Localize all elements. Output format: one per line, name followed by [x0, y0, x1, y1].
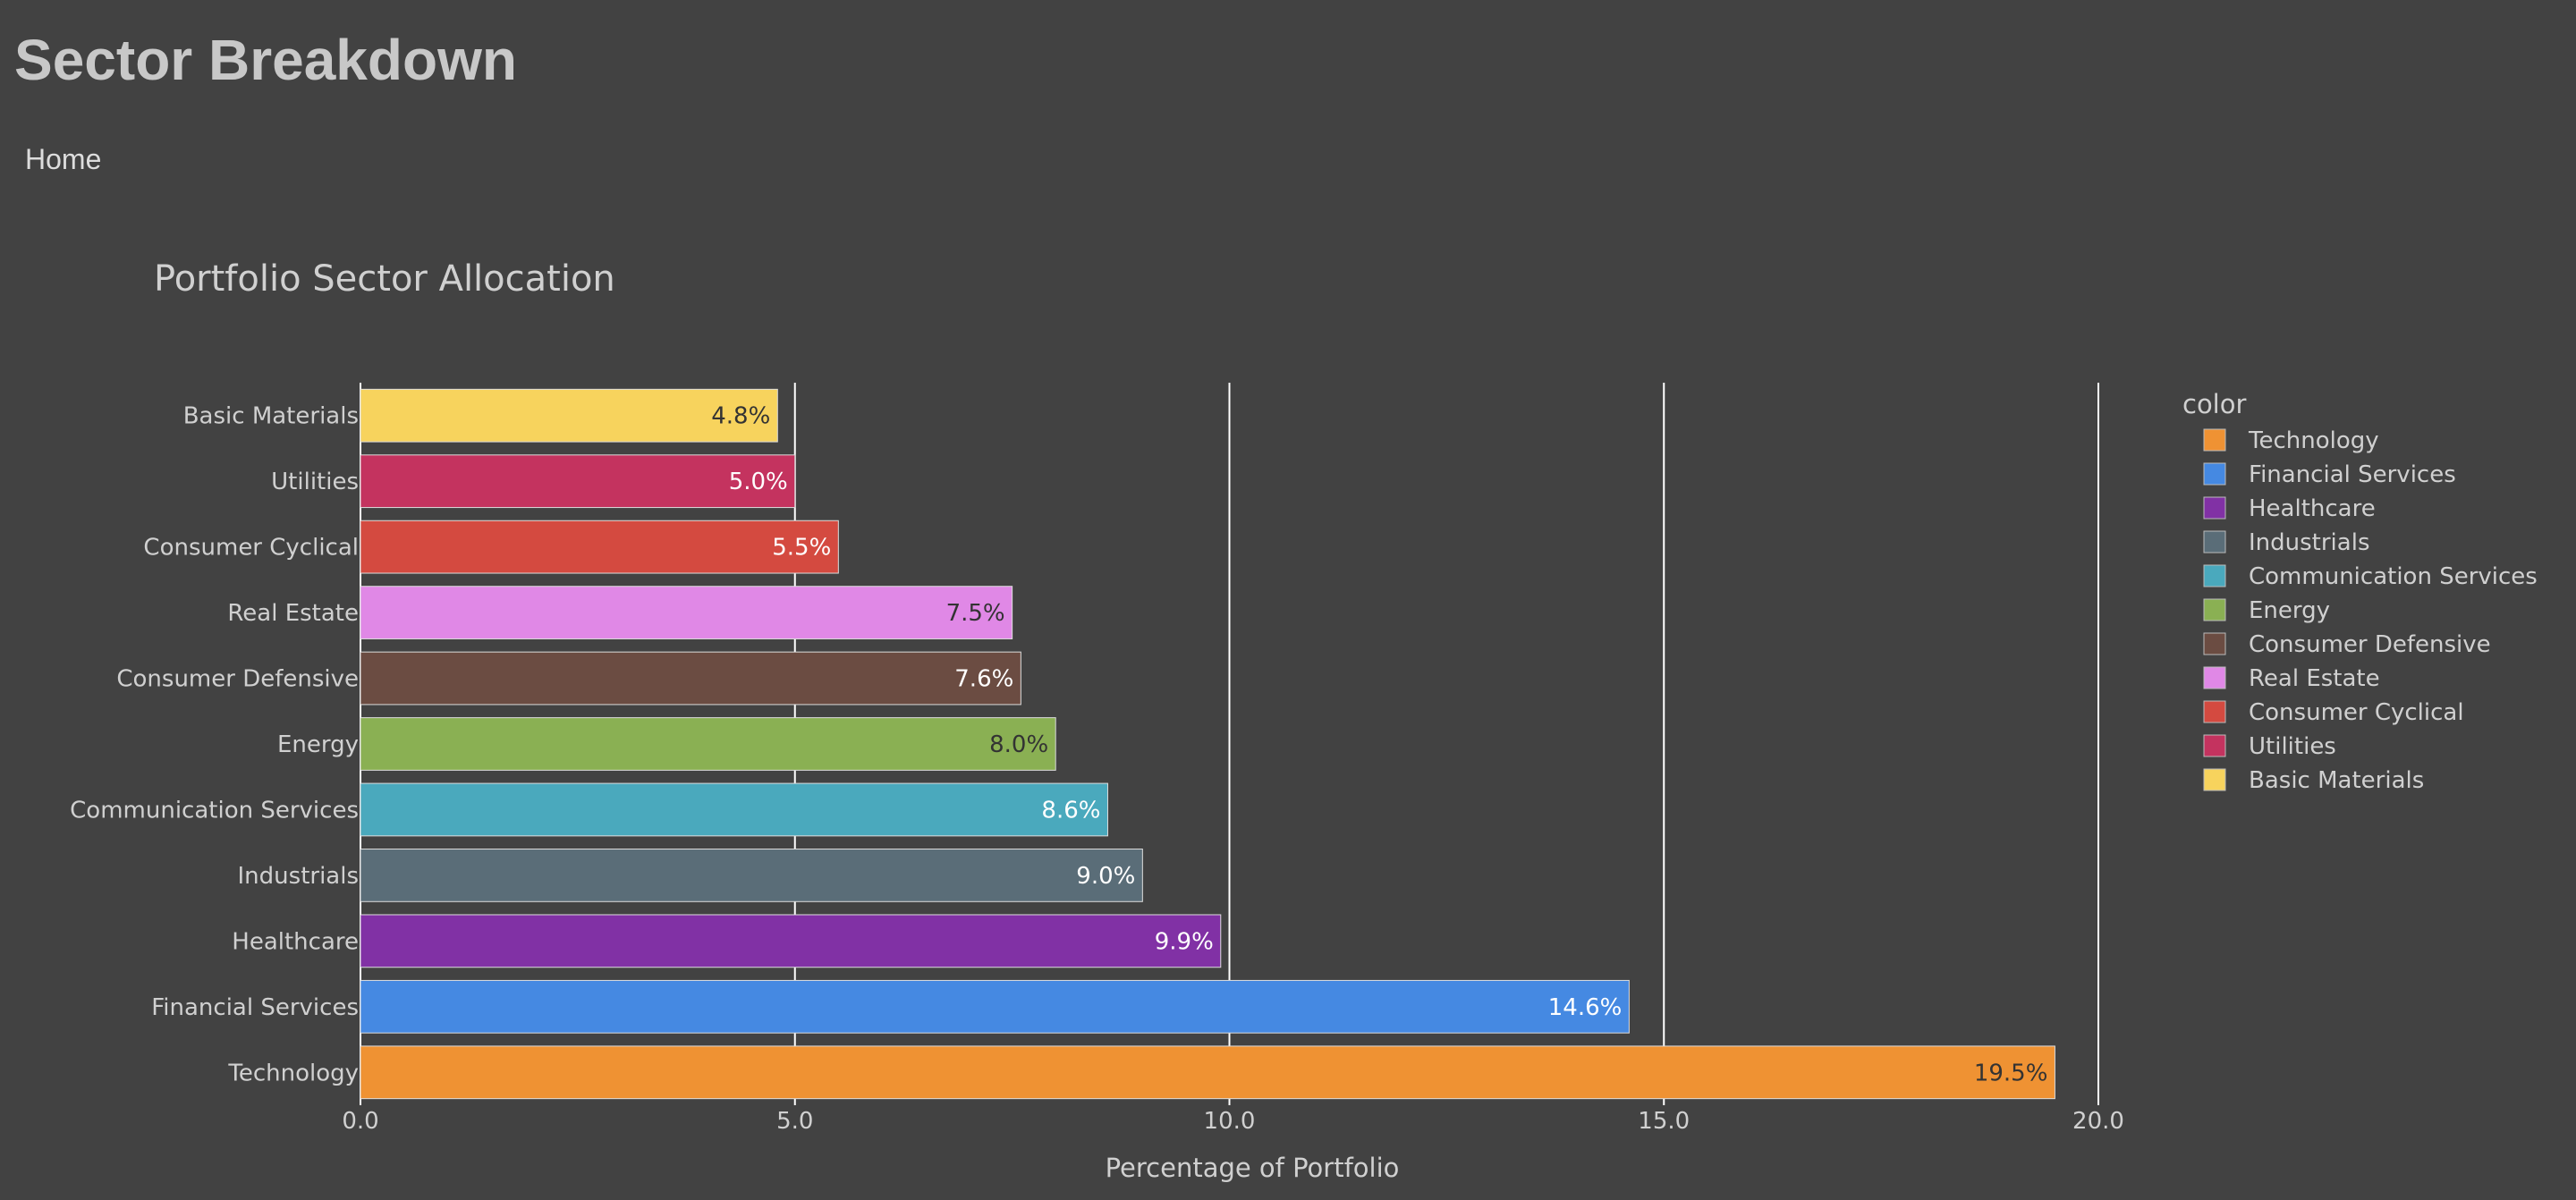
bar-value-label: 14.6%: [1548, 994, 1623, 1021]
x-axis-label: Percentage of Portfolio: [1106, 1153, 1400, 1183]
legend-items: Technology Financial Services Healthcare In…: [2203, 427, 2538, 794]
bar-value-label: 7.6%: [954, 666, 1013, 693]
y-tick-label: Basic Materials: [183, 403, 359, 430]
legend-swatch: [2203, 462, 2226, 486]
legend-swatch: [2203, 768, 2226, 791]
legend-swatch: [2203, 530, 2226, 554]
y-tick-label: Financial Services: [151, 994, 359, 1021]
legend-swatch: [2203, 598, 2226, 621]
legend-item[interactable]: Consumer Defensive: [2203, 631, 2491, 658]
legend-swatch: [2203, 428, 2226, 452]
x-tick-label: 10.0: [1204, 1108, 1256, 1135]
legend-item[interactable]: Technology: [2203, 427, 2379, 454]
x-tick-labels: 0.0 5.0 10.0 15.0 20.0: [342, 1108, 2124, 1135]
x-tick-label: 0.0: [342, 1108, 378, 1135]
nav-home-link[interactable]: Home: [25, 143, 102, 175]
bar-value-label: 19.5%: [1974, 1060, 2048, 1086]
y-tick-label: Consumer Defensive: [116, 666, 359, 693]
legend-item[interactable]: Utilities: [2203, 733, 2336, 760]
y-tick-label: Communication Services: [70, 797, 359, 824]
legend-swatch: [2203, 564, 2226, 587]
legend-label: Real Estate: [2249, 665, 2380, 692]
legend-item[interactable]: Consumer Cyclical: [2203, 699, 2464, 726]
bar[interactable]: [360, 454, 796, 509]
y-tick-label: Energy: [277, 731, 359, 758]
legend-label: Utilities: [2249, 733, 2336, 760]
legend-label: Healthcare: [2249, 495, 2376, 522]
legend-label: Industrials: [2249, 529, 2369, 556]
legend-item[interactable]: Communication Services: [2203, 563, 2538, 590]
legend-item[interactable]: Healthcare: [2203, 495, 2376, 522]
legend-item[interactable]: Industrials: [2203, 529, 2369, 556]
legend-label: Consumer Defensive: [2249, 631, 2491, 658]
legend-label: Basic Materials: [2249, 767, 2424, 794]
legend: color Technology Financial Services Health…: [2182, 389, 2538, 794]
legend-swatch: [2203, 700, 2226, 723]
y-tick-labels: Basic Materials Utilities Consumer Cyclica…: [70, 403, 359, 1087]
x-tick-label: 20.0: [2072, 1108, 2124, 1135]
bar-value-label: 5.5%: [772, 535, 831, 562]
bar-value-label: 7.5%: [946, 600, 1005, 627]
x-tick-label: 5.0: [776, 1108, 813, 1135]
chart-title: Portfolio Sector Allocation: [154, 258, 615, 300]
y-tick-label: Consumer Cyclical: [143, 535, 359, 562]
legend-item[interactable]: Basic Materials: [2203, 767, 2424, 794]
y-tick-label: Industrials: [238, 863, 359, 890]
bar[interactable]: [360, 651, 1021, 706]
legend-label: Energy: [2249, 597, 2330, 624]
bar-value-label: 9.0%: [1076, 863, 1135, 890]
legend-item[interactable]: Financial Services: [2203, 461, 2456, 488]
y-tick-label: Utilities: [271, 469, 359, 495]
bar[interactable]: [360, 586, 1013, 639]
bar[interactable]: [360, 388, 778, 443]
bar[interactable]: [360, 849, 1143, 902]
x-tick-label: 15.0: [1638, 1108, 1690, 1135]
y-tick-label: Healthcare: [232, 928, 359, 955]
bar-value-label: 8.6%: [1041, 797, 1100, 824]
legend-label: Financial Services: [2249, 461, 2456, 488]
bar[interactable]: [360, 782, 1108, 837]
legend-item[interactable]: Energy: [2203, 597, 2330, 624]
legend-swatch: [2203, 632, 2226, 655]
bar-value-label: 8.0%: [989, 731, 1048, 758]
bar-labels: 4.8% 5.0% 5.5% 7.5% 7.6% 8.0% 8.6% 9.0% 9.9% 14.6…: [711, 403, 2047, 1087]
legend-swatch: [2203, 734, 2226, 757]
y-tick-label: Technology: [227, 1060, 359, 1086]
bars: [360, 388, 2055, 1100]
bar[interactable]: [360, 914, 1222, 968]
bar-value-label: 9.9%: [1155, 928, 1214, 955]
bar[interactable]: [360, 717, 1056, 771]
bar[interactable]: [360, 1045, 2055, 1100]
legend-title: color: [2182, 389, 2246, 419]
page-title: Sector Breakdown: [14, 28, 517, 92]
legend-swatch: [2203, 666, 2226, 689]
bar-value-label: 4.8%: [711, 403, 770, 430]
legend-label: Consumer Cyclical: [2249, 699, 2464, 726]
legend-swatch: [2203, 496, 2226, 520]
legend-item[interactable]: Real Estate: [2203, 665, 2380, 692]
bar[interactable]: [360, 520, 839, 574]
legend-label: Communication Services: [2249, 563, 2538, 590]
legend-label: Technology: [2248, 427, 2379, 454]
bar-value-label: 5.0%: [729, 469, 788, 495]
y-tick-label: Real Estate: [227, 600, 359, 627]
bar[interactable]: [360, 979, 1630, 1034]
